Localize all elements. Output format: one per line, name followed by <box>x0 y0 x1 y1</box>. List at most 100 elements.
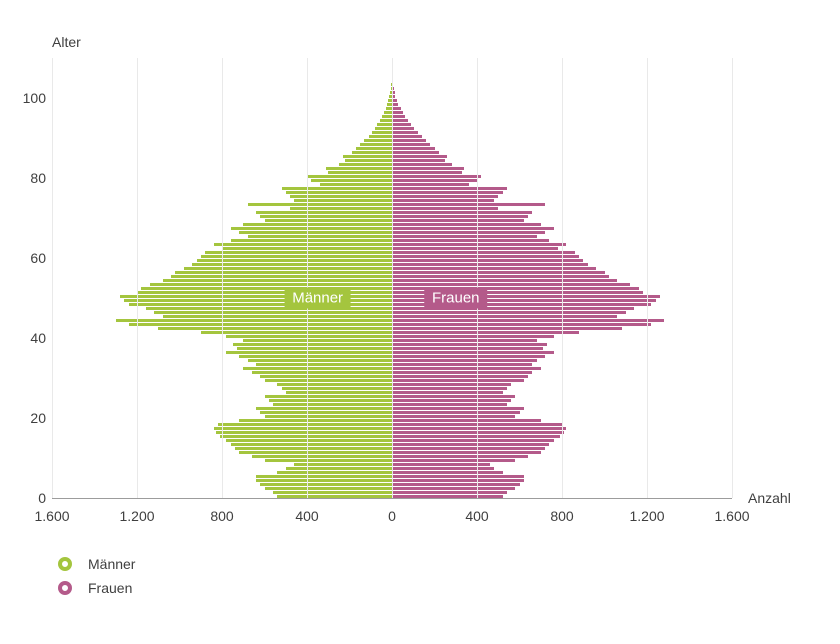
bar-frauen <box>392 147 435 150</box>
bar-maenner <box>197 259 393 262</box>
gridline-v <box>52 58 53 498</box>
bar-frauen <box>392 227 554 230</box>
bar-frauen <box>392 311 626 314</box>
bar-maenner <box>282 387 393 390</box>
bar-frauen <box>392 115 405 118</box>
bar-maenner <box>265 459 393 462</box>
bar-maenner <box>352 151 392 154</box>
bar-maenner <box>265 487 393 490</box>
bar-frauen <box>392 419 541 422</box>
bar-maenner <box>226 439 392 442</box>
bar-frauen <box>392 443 549 446</box>
bar-frauen <box>392 251 575 254</box>
gridline-v <box>732 58 733 498</box>
bar-maenner <box>328 171 392 174</box>
bar-frauen <box>392 339 537 342</box>
bar-maenner <box>372 131 392 134</box>
bar-maenner <box>220 435 392 438</box>
gridline-v <box>477 58 478 498</box>
bar-maenner <box>237 347 392 350</box>
bar-maenner <box>273 403 392 406</box>
bar-maenner <box>141 287 392 290</box>
bar-frauen <box>392 359 537 362</box>
bar-maenner <box>273 491 392 494</box>
bar-maenner <box>256 211 392 214</box>
plot-area: MännerFrauen <box>52 58 732 498</box>
bar-maenner <box>124 299 392 302</box>
bar-maenner <box>294 199 392 202</box>
bar-frauen <box>392 471 503 474</box>
bar-maenner <box>256 475 392 478</box>
legend-item: Frauen <box>58 580 135 596</box>
bar-maenner <box>311 179 392 182</box>
legend-marker-icon <box>58 557 72 571</box>
bar-frauen <box>392 391 503 394</box>
bar-maenner <box>146 307 393 310</box>
bar-maenner <box>129 323 393 326</box>
bar-frauen <box>392 199 494 202</box>
bar-maenner <box>339 163 392 166</box>
bar-frauen <box>392 271 605 274</box>
bar-maenner <box>294 463 392 466</box>
x-axis-line <box>52 498 732 499</box>
bar-frauen <box>392 395 515 398</box>
bar-maenner <box>384 111 392 114</box>
gridline-v <box>647 58 648 498</box>
bar-frauen <box>392 435 560 438</box>
bar-maenner <box>326 167 392 170</box>
y-tick-label: 100 <box>18 90 46 106</box>
bar-frauen <box>392 219 524 222</box>
bar-maenner <box>226 335 392 338</box>
bar-maenner <box>260 375 392 378</box>
bar-frauen <box>392 487 515 490</box>
bar-maenner <box>380 119 392 122</box>
bar-frauen <box>392 255 579 258</box>
bar-maenner <box>290 207 392 210</box>
x-tick-label: 800 <box>550 508 573 524</box>
bar-maenner <box>269 399 392 402</box>
y-axis-title: Alter <box>52 34 81 50</box>
bar-frauen <box>392 215 528 218</box>
gridline-v <box>392 58 393 498</box>
bar-frauen <box>392 139 426 142</box>
bar-maenner <box>239 231 392 234</box>
legend: MännerFrauen <box>58 556 135 604</box>
bar-maenner <box>375 127 392 130</box>
bar-frauen <box>392 431 564 434</box>
bar-maenner <box>239 419 392 422</box>
bar-frauen <box>392 239 549 242</box>
x-tick-label: 400 <box>465 508 488 524</box>
bar-frauen <box>392 247 558 250</box>
bar-maenner <box>260 483 392 486</box>
bar-frauen <box>392 263 588 266</box>
bar-frauen <box>392 403 507 406</box>
bar-maenner <box>201 255 392 258</box>
x-tick-label: 400 <box>295 508 318 524</box>
bar-frauen <box>392 279 617 282</box>
bar-maenner <box>239 451 392 454</box>
bar-maenner <box>243 339 392 342</box>
bar-maenner <box>356 147 392 150</box>
bar-frauen <box>392 355 545 358</box>
bar-frauen <box>392 231 545 234</box>
bar-maenner <box>320 183 392 186</box>
bar-frauen <box>392 167 464 170</box>
bar-maenner <box>154 311 392 314</box>
bar-frauen <box>392 479 524 482</box>
bar-frauen <box>392 367 541 370</box>
bar-maenner <box>286 391 392 394</box>
bar-maenner <box>286 191 392 194</box>
bar-frauen <box>392 331 579 334</box>
bar-maenner <box>218 423 392 426</box>
inchart-label-maenner: Männer <box>284 288 351 309</box>
bar-frauen <box>392 491 507 494</box>
bar-frauen <box>392 351 554 354</box>
bar-maenner <box>265 395 393 398</box>
bar-frauen <box>392 439 554 442</box>
bar-frauen <box>392 323 651 326</box>
y-tick-label: 0 <box>18 490 46 506</box>
x-tick-label: 1.600 <box>714 508 749 524</box>
bar-frauen <box>392 427 566 430</box>
bar-frauen <box>392 275 609 278</box>
bar-maenner <box>369 135 392 138</box>
